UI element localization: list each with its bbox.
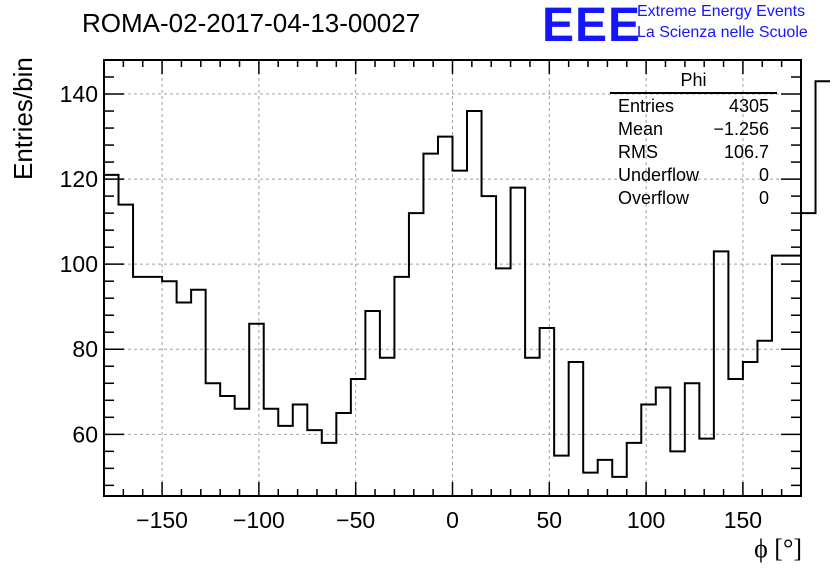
x-tick-label: 150	[724, 507, 762, 533]
stats-box: Phi Entries 4305 Mean −1.256 RMS 106.7 U…	[610, 70, 777, 210]
stats-label: RMS	[618, 142, 658, 162]
stats-value: 0	[758, 165, 769, 185]
stats-value: 0	[758, 188, 769, 208]
y-axis-tick-labels: 60 80 100 120 140	[60, 81, 98, 447]
stats-value: 4305	[728, 96, 769, 116]
y-tick-label: 80	[72, 336, 98, 362]
eee-logo: EEE	[542, 0, 642, 52]
y-axis-label: Entries/bin	[8, 57, 38, 180]
stats-value: 106.7	[723, 142, 769, 162]
stats-value: −1.256	[713, 119, 769, 139]
stats-label: Underflow	[618, 165, 700, 185]
x-tick-label: −50	[336, 507, 375, 533]
stats-row: Entries 4305	[610, 95, 777, 118]
x-tick-label: −150	[136, 507, 188, 533]
plot-frame	[103, 59, 802, 497]
y-tick-label: 140	[60, 81, 98, 107]
x-tick-label: −100	[233, 507, 285, 533]
stats-row: RMS 106.7	[610, 141, 777, 164]
stats-label: Mean	[618, 119, 664, 139]
x-axis-label: ϕ [°]	[754, 534, 802, 563]
logo-tagline-2: La Scienza nelle Scuole	[637, 24, 808, 41]
x-axis-tick-labels: −150 −100 −50 0 50 100 150	[136, 507, 762, 533]
stats-row: Mean −1.256	[610, 118, 777, 141]
logo-tagline-1: Extreme Energy Events	[637, 3, 806, 20]
chart-title: ROMA-02-2017-04-13-00027	[82, 8, 421, 38]
stats-label: Entries	[618, 96, 675, 116]
x-axis-ticks	[103, 60, 802, 496]
y-tick-label: 100	[60, 251, 98, 277]
stats-title: Phi	[610, 70, 777, 94]
x-tick-label: 50	[537, 507, 563, 533]
y-tick-label: 60	[72, 421, 98, 447]
y-tick-label: 120	[60, 166, 98, 192]
grid-lines	[104, 60, 801, 496]
x-tick-label: 100	[627, 507, 665, 533]
x-tick-label: 0	[446, 507, 459, 533]
stats-row: Overflow 0	[610, 187, 777, 210]
histogram-series-line	[104, 80, 831, 478]
stats-label: Overflow	[618, 188, 690, 208]
stats-row: Underflow 0	[610, 164, 777, 187]
